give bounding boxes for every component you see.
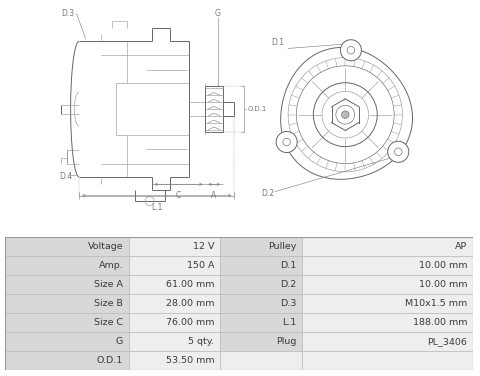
Text: Size C: Size C — [94, 318, 123, 327]
Text: D.4: D.4 — [60, 172, 72, 181]
Bar — [220, 256, 302, 275]
Text: L.1: L.1 — [282, 318, 296, 327]
Text: 53.50 mm: 53.50 mm — [166, 356, 215, 365]
Bar — [129, 351, 220, 370]
Bar — [302, 294, 473, 313]
Bar — [220, 351, 302, 370]
Bar — [5, 351, 129, 370]
Text: 188.00 mm: 188.00 mm — [413, 318, 467, 327]
Bar — [129, 332, 220, 351]
Bar — [302, 256, 473, 275]
Text: D.3: D.3 — [280, 299, 296, 308]
Bar — [5, 275, 129, 294]
Bar — [5, 294, 129, 313]
Circle shape — [342, 111, 349, 118]
Bar — [220, 237, 302, 256]
Circle shape — [276, 132, 297, 153]
Bar — [220, 275, 302, 294]
Text: C: C — [176, 191, 181, 200]
Text: G: G — [116, 337, 123, 346]
Text: AP: AP — [455, 242, 467, 251]
Text: D.1: D.1 — [280, 261, 296, 270]
Bar — [129, 294, 220, 313]
Bar — [302, 275, 473, 294]
Text: Size B: Size B — [95, 299, 123, 308]
Text: D.2: D.2 — [280, 280, 296, 289]
Bar — [302, 332, 473, 351]
Text: 10.00 mm: 10.00 mm — [419, 261, 467, 270]
Text: 76.00 mm: 76.00 mm — [166, 318, 215, 327]
Bar — [220, 313, 302, 332]
Text: M10x1.5 mm: M10x1.5 mm — [405, 299, 467, 308]
Bar — [5, 332, 129, 351]
Text: D.2: D.2 — [261, 189, 274, 198]
Text: Pulley: Pulley — [268, 242, 296, 251]
Bar — [129, 313, 220, 332]
Text: Size A: Size A — [94, 280, 123, 289]
Bar — [5, 313, 129, 332]
Text: O.D.1: O.D.1 — [97, 356, 123, 365]
Bar — [129, 237, 220, 256]
Text: Amp.: Amp. — [98, 261, 123, 270]
Text: D.1: D.1 — [271, 38, 284, 47]
Text: 10.00 mm: 10.00 mm — [419, 280, 467, 289]
Bar — [220, 294, 302, 313]
Text: A: A — [211, 191, 216, 200]
Bar — [302, 351, 473, 370]
Text: 12 V: 12 V — [193, 242, 215, 251]
Text: G: G — [215, 9, 221, 18]
Bar — [302, 237, 473, 256]
Bar — [5, 237, 129, 256]
Text: Voltage: Voltage — [87, 242, 123, 251]
Bar — [129, 275, 220, 294]
Text: 61.00 mm: 61.00 mm — [166, 280, 215, 289]
Circle shape — [340, 40, 361, 61]
Bar — [5, 256, 129, 275]
Text: D.3: D.3 — [61, 9, 74, 18]
Bar — [220, 332, 302, 351]
Text: O.D.1: O.D.1 — [248, 106, 267, 112]
Text: Plug: Plug — [276, 337, 296, 346]
Circle shape — [388, 141, 409, 162]
Bar — [129, 256, 220, 275]
Text: 150 A: 150 A — [187, 261, 215, 270]
Text: 28.00 mm: 28.00 mm — [166, 299, 215, 308]
Text: L.1: L.1 — [151, 203, 162, 212]
Bar — [302, 313, 473, 332]
Text: 5 qty.: 5 qty. — [189, 337, 215, 346]
Text: PL_3406: PL_3406 — [427, 337, 467, 346]
